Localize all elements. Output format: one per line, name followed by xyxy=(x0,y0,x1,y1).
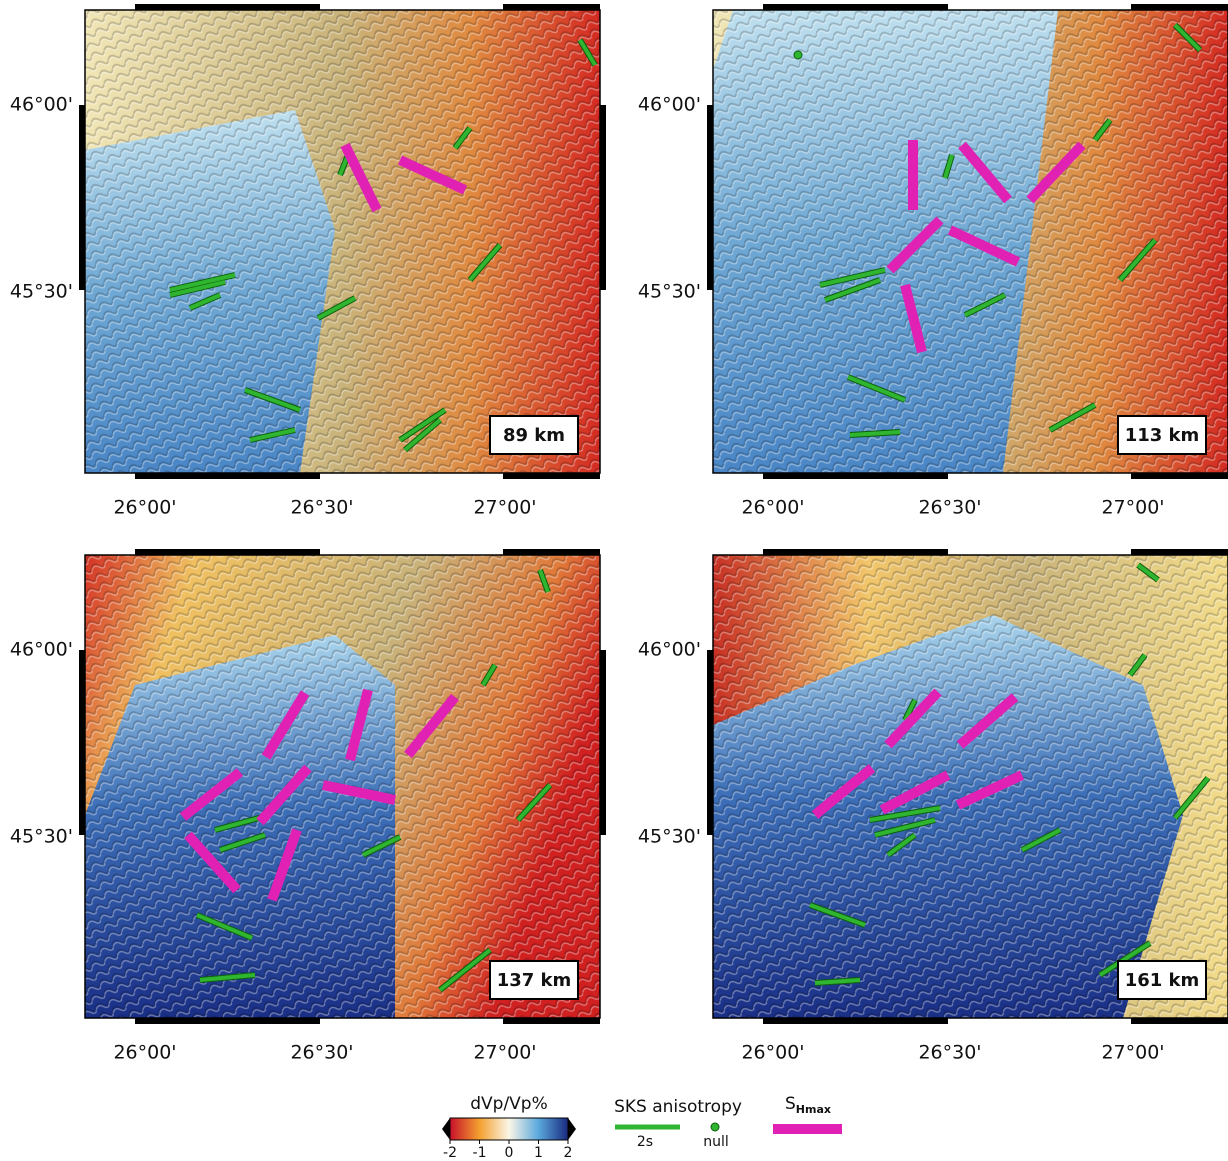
frame-bar xyxy=(135,473,320,479)
map-panel: 113 km 46°00' 45°30' 26°00' 26°30' 27°00' xyxy=(638,4,1228,519)
shmax-legend-title: SHmax xyxy=(785,1094,831,1116)
map-panel: 137 km 46°00' 45°30' 26°00' 26°30' 27°00' xyxy=(10,549,606,1064)
frame-bar xyxy=(763,549,948,555)
sks-null-dot xyxy=(711,1123,719,1131)
frame-bar xyxy=(1131,473,1228,479)
colorbar-tick-label: -1 xyxy=(473,1145,487,1161)
shmax-subscript: Hmax xyxy=(796,1103,831,1116)
x-tick-label: 26°30' xyxy=(290,497,353,519)
frame-bar xyxy=(763,1018,948,1024)
colorbar-arrow-high xyxy=(568,1118,576,1140)
x-tick-label: 27°00' xyxy=(1101,497,1164,519)
sks-legend-title: SKS anisotropy xyxy=(614,1097,742,1117)
x-tick-label: 26°00' xyxy=(113,1042,176,1064)
x-tick-label: 26°30' xyxy=(290,1042,353,1064)
y-tick-label: 46°00' xyxy=(10,94,73,116)
relief-shading xyxy=(713,555,1228,1018)
frame-bar xyxy=(503,4,600,10)
depth-label: 137 km xyxy=(497,970,572,991)
map-panel: 161 km 46°00' 45°30' 26°00' 26°30' 27°00' xyxy=(638,549,1228,1064)
frame-bar xyxy=(79,650,85,835)
page: {"panels": [ {"depth_label": "89 km", "y… xyxy=(0,0,1228,1161)
frame-bar xyxy=(135,549,320,555)
frame-bar xyxy=(1131,4,1228,10)
colorbar-arrow-low xyxy=(442,1118,450,1140)
depth-label: 161 km xyxy=(1125,970,1200,991)
frame-bar xyxy=(600,650,606,835)
shmax-letter: S xyxy=(785,1094,796,1114)
colorbar-tick-label: 0 xyxy=(505,1145,514,1161)
x-tick-label: 26°30' xyxy=(918,497,981,519)
y-tick-label: 45°30' xyxy=(10,826,73,848)
frame-bar xyxy=(707,105,713,290)
y-tick-label: 45°30' xyxy=(638,281,701,303)
relief-shading xyxy=(85,10,600,473)
frame-bar xyxy=(600,105,606,290)
x-tick-label: 26°00' xyxy=(113,497,176,519)
x-tick-label: 27°00' xyxy=(473,1042,536,1064)
frame-bar xyxy=(135,1018,320,1024)
colorbar-tick-label: 1 xyxy=(534,1145,543,1161)
frame-bar xyxy=(763,4,948,10)
frame-bar xyxy=(503,549,600,555)
sks-scale-label: 2s xyxy=(637,1134,653,1150)
x-tick-label: 27°00' xyxy=(473,497,536,519)
y-tick-label: 45°30' xyxy=(638,826,701,848)
colorbar-tick-label: 2 xyxy=(564,1145,573,1161)
frame-bar xyxy=(135,4,320,10)
frame-bar xyxy=(503,473,600,479)
depth-label: 89 km xyxy=(503,425,565,446)
frame-bar xyxy=(763,473,948,479)
x-tick-label: 26°00' xyxy=(741,497,804,519)
frame-bar xyxy=(79,105,85,290)
x-tick-label: 26°30' xyxy=(918,1042,981,1064)
colorbar xyxy=(450,1118,568,1140)
colorbar-tick-label: -2 xyxy=(443,1145,457,1161)
frame-bar xyxy=(707,650,713,835)
sks-null-label: null xyxy=(703,1134,729,1150)
frame-bar xyxy=(503,1018,600,1024)
x-tick-label: 26°00' xyxy=(741,1042,804,1064)
colorbar-title: dVp/Vp% xyxy=(470,1094,548,1114)
frame-bar xyxy=(1131,549,1228,555)
map-panel: 89 km 46°00' 45°30' 26°00' 26°30' 27°00' xyxy=(10,4,606,519)
y-tick-label: 46°00' xyxy=(638,639,701,661)
frame-bar xyxy=(1131,1018,1228,1024)
figure: 89 km46°00'45°30'26°00'26°30'27°00'113 k… xyxy=(0,0,1228,1161)
depth-label: 113 km xyxy=(1125,425,1200,446)
y-tick-label: 46°00' xyxy=(10,639,73,661)
null-measurement xyxy=(794,51,802,59)
y-tick-label: 46°00' xyxy=(638,94,701,116)
y-tick-label: 45°30' xyxy=(10,281,73,303)
x-tick-label: 27°00' xyxy=(1101,1042,1164,1064)
